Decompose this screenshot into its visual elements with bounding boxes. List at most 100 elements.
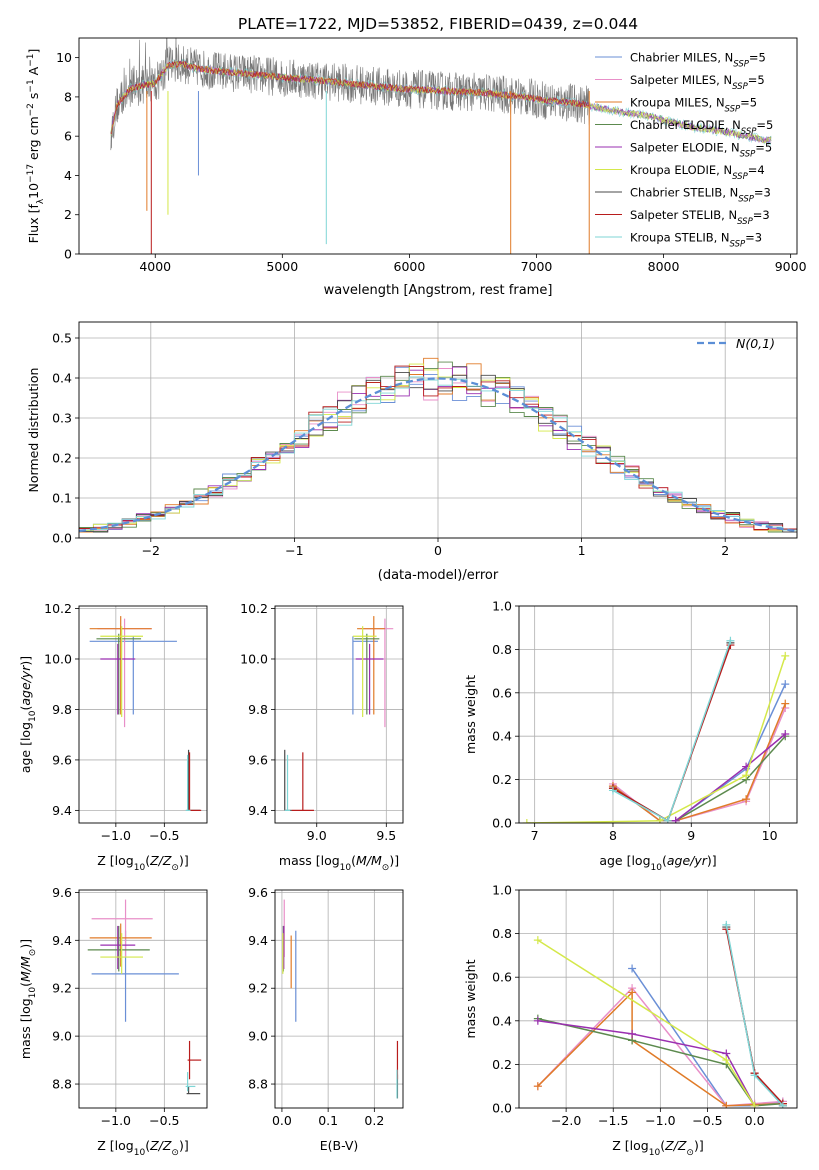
legend-name: Chabrier ELODIE, N	[630, 118, 741, 132]
spectrum-plot	[110, 38, 772, 254]
legend-name: Salpeter MILES, N	[630, 73, 732, 87]
massweight_vs_Z-ytick-label: 0.2	[492, 1057, 512, 1072]
age_vs_mass-point-7	[291, 752, 314, 811]
residuals-plot	[79, 357, 797, 533]
legend-label-7: Salpeter STELIB, NSSP=3	[630, 208, 770, 227]
mass_vs_Z-ytick-label: 8.8	[52, 1077, 72, 1092]
legend-sub: SSP	[738, 195, 754, 205]
mass-vs-Z-ylabel: mass [log10(M/M⊙)]	[18, 939, 38, 1059]
spectrum-ticks: 4000 5000 6000 7000 8000 9000 0 2 4 6 8 10	[56, 50, 807, 274]
massweight_vs_age-plot	[522, 636, 790, 823]
mass_vs_ebv-ytick-label: 9.2	[248, 981, 268, 996]
residuals-ylabel: Normed distribution	[26, 368, 41, 493]
residuals-ytick-label: 0.0	[52, 531, 72, 546]
mass_vs_Z-ytick-label: 9.0	[52, 1029, 72, 1044]
legend-nssp: =5	[755, 141, 772, 155]
legend-label-4: Salpeter ELODIE, NSSP=5	[630, 141, 772, 160]
spectrum-ylabel-part: ]	[26, 49, 41, 54]
mass_vs_ebv-ticks: 0.0 0.1 0.2 8.8 9.0 9.2 9.4 9.6	[248, 885, 384, 1128]
legend-nssp: =5	[756, 118, 773, 132]
legend-label-3: Chabrier ELODIE, NSSP=5	[630, 118, 773, 137]
legend-name: Kroupa MILES, N	[630, 96, 725, 110]
mass_vs_Z-point-5	[100, 933, 143, 974]
massweight_vs_age-marker	[522, 819, 531, 823]
massweight_vs_age-axes: 7 8 9 10 0.0 0.2 0.4 0.6 0.8 1.0	[492, 599, 798, 843]
massweight_vs_Z-ytick-label: 0.4	[492, 1013, 512, 1028]
massweight-age-xlabel-part: 10	[651, 863, 663, 873]
age-vs-mass-xlabel-part: )]	[389, 853, 399, 868]
legend-sub: SSP	[732, 172, 748, 182]
age-vs-mass-xlabel-part: ⊙	[382, 863, 390, 873]
massweight_vs_Z-ytick-label: 0.0	[492, 1101, 512, 1116]
massweight_vs_Z-ytick-label: 0.6	[492, 970, 512, 985]
spectrum-xtick-label: 7000	[521, 259, 553, 274]
figure-title: PLATE=1722, MJD=53852, FIBERID=0439, z=0…	[238, 15, 638, 33]
massweight_vs_Z-marker	[750, 1071, 759, 1080]
massweight_vs_age-marker	[781, 651, 790, 660]
massweight_vs_age-marker	[781, 699, 790, 708]
legend-label-6: Chabrier STELIB, NSSP=3	[630, 186, 771, 205]
massweight_vs_age-frame	[518, 605, 798, 824]
massweight_vs_age-ytick-label: 0.6	[492, 685, 512, 700]
age_vs_Z-ytick-label: 10.0	[44, 651, 72, 666]
legend-nssp: =5	[740, 96, 757, 110]
legend-sub: SSP	[741, 127, 757, 137]
spectrum-xtick-label: 9000	[775, 259, 807, 274]
massweight_vs_age-ytick-label: 0.4	[492, 729, 512, 744]
legend-sub: SSP	[725, 105, 741, 115]
mass-vs-Z-ylabel-part: M/M	[18, 956, 33, 982]
spectrum-ytick-label: 4	[64, 168, 72, 183]
residuals-frame	[78, 321, 798, 539]
legend-name: Salpeter STELIB, N	[630, 208, 737, 222]
massweight_vs_Z-marker	[533, 936, 542, 945]
age_vs_mass-point-2	[357, 616, 385, 715]
massweight_vs_Z-xtick-label: −1.0	[645, 1113, 675, 1128]
mass_vs_Z-point-4	[100, 925, 136, 970]
age_vs_mass-ytick-label: 9.8	[248, 702, 268, 717]
age_vs_Z-point-0	[89, 636, 177, 715]
age-vs-Z-ylabel-part: age [log	[18, 722, 33, 773]
age-vs-Z-xlabel-part: ⊙	[171, 863, 179, 873]
massweight_vs_Z-axes: −2.0 −1.5 −1.0 −0.5 0.0 0.0 0.2 0.4 0.6 0.8 1.0	[492, 883, 798, 1128]
massweight_vs_Z-marker	[778, 1101, 787, 1108]
mass_vs_Z-ytick-label: 9.2	[52, 981, 72, 996]
age-vs-Z-xlabel-part: )]	[179, 853, 189, 868]
legend-sub: SSP	[732, 82, 748, 92]
mass-vs-Z-xlabel: Z [log10(Z/Z⊙)]	[97, 1138, 188, 1158]
spectrum-ylabel-part: −17	[26, 164, 36, 183]
spectrum-series-6	[110, 38, 590, 151]
residuals-ticks: −2 −1 0 1 2 0.0 0.1 0.2 0.3 0.4 0.5	[52, 331, 729, 559]
legend-name: Kroupa ELODIE, N	[630, 163, 732, 177]
mass_vs_Z-ytick-label: 9.4	[52, 933, 72, 948]
mass-vs-Z-ylabel-part: mass [log	[18, 998, 33, 1059]
spectrum-series-2	[110, 60, 590, 135]
massweight_vs_Z-marker	[533, 1016, 542, 1025]
spectrum-axes: 4000 5000 6000 7000 8000 9000 0 2 4 6 8 10	[56, 37, 807, 274]
mass_vs_Z-point-6	[186, 1086, 201, 1095]
massweight_vs_age-marker	[655, 816, 664, 823]
age_vs_mass-point-6	[284, 749, 292, 811]
legend-name: Salpeter ELODIE, N	[630, 141, 740, 155]
age_vs_Z-point-6	[186, 749, 201, 811]
age_vs_mass-ticks: 9.0 9.5 9.4 9.6 9.8 10.0 10.2	[240, 601, 396, 843]
residuals-xlabel: (data-model)/error	[378, 568, 499, 583]
spectrum-series-4	[110, 60, 772, 144]
mass-vs-Z-xlabel-part: (	[145, 1138, 150, 1153]
massweight-Z-xlabel-part: )]	[694, 1138, 704, 1153]
mass-vs-Z-xlabel-part: )]	[179, 1138, 189, 1153]
residuals-xtick-label: 0	[434, 543, 442, 558]
age-vs-Z-ylabel-part: )]	[18, 656, 33, 666]
spectrum-ylabel-part: A	[26, 66, 41, 79]
age_vs_mass-frame	[274, 605, 404, 824]
massweight_vs_age-marker	[726, 636, 735, 645]
legend-label-2: Kroupa MILES, NSSP=5	[630, 96, 757, 115]
legend-nssp: =3	[745, 231, 762, 245]
massweight_vs_Z-marker	[722, 1056, 731, 1065]
normal-curve	[79, 377, 797, 533]
mass_vs_ebv-plot	[282, 899, 399, 1099]
residuals-axes: −2 −1 0 1 2 0.0 0.1 0.2 0.3 0.4 0.5	[52, 321, 798, 559]
legend-sub: SSP	[733, 60, 749, 70]
massweight_vs_age-xtick-label: 10	[762, 828, 778, 843]
spectrum-ytick-label: 0	[64, 247, 72, 262]
massweight_vs_age-ylabel: mass weight	[463, 675, 478, 754]
